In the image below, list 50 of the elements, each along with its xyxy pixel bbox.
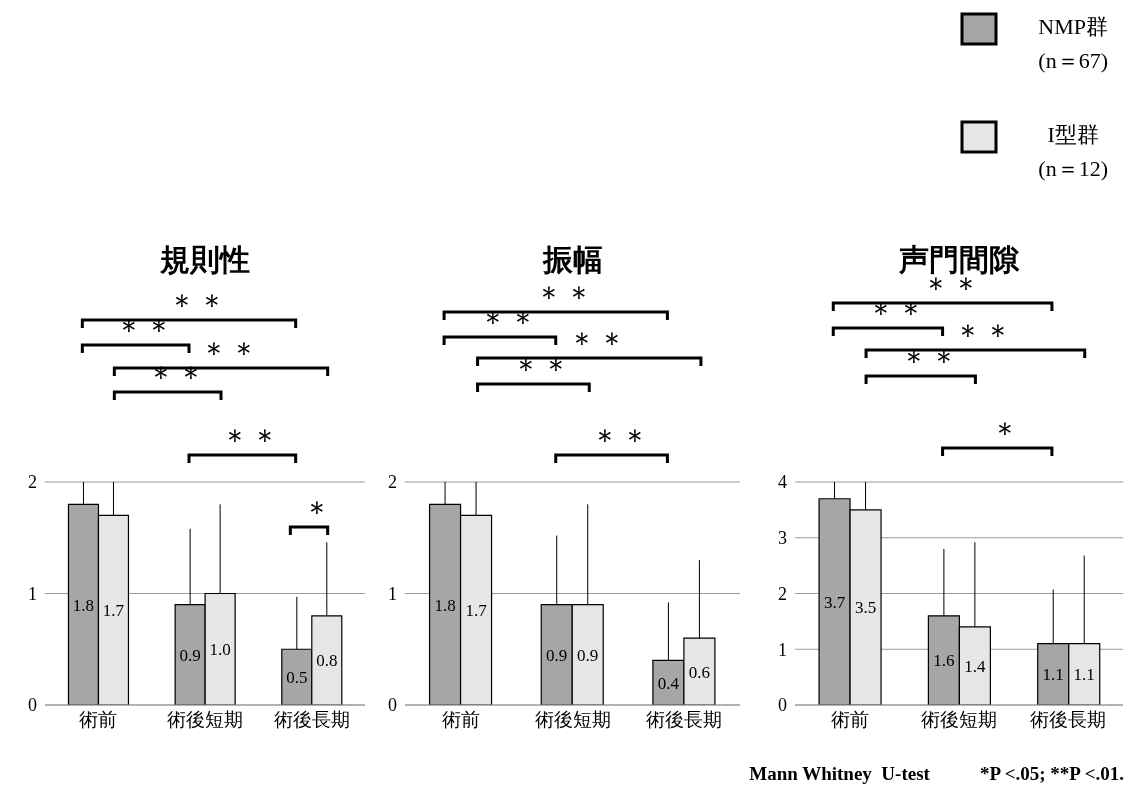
y-tick-label: 2 [28, 472, 37, 493]
x-tick-label: 術後長期 [646, 709, 723, 731]
y-tick-label: 4 [778, 472, 787, 493]
data-label: 1.6 [933, 651, 955, 671]
data-label: 1.0 [209, 640, 231, 660]
data-label: 1.1 [1042, 665, 1064, 685]
data-label: 1.8 [434, 595, 456, 615]
data-label: 3.5 [854, 598, 877, 618]
y-tick-label: 2 [778, 583, 787, 604]
x-tick-label: 術後長期 [273, 709, 350, 731]
text: ＊＊ [199, 336, 259, 369]
x-tick-label: 術前 [79, 709, 118, 731]
text: ＊＊ [589, 423, 650, 456]
data-label: 0.9 [577, 645, 599, 665]
y-tick-label: 3 [778, 528, 787, 549]
data-label: 0.4 [657, 673, 680, 693]
data-label: 1.7 [102, 601, 125, 621]
data-label: 1.1 [1073, 665, 1095, 685]
chart-title: 規則性 [159, 242, 251, 278]
data-label: 1.4 [964, 657, 987, 677]
text: ＊＊ [865, 296, 926, 329]
data-label: 1.8 [72, 595, 95, 615]
y-tick-label: 1 [28, 583, 37, 604]
x-tick-label: 術前 [441, 709, 480, 731]
data-label: 0.9 [546, 645, 568, 665]
x-tick-label: 術後短期 [534, 709, 611, 731]
y-tick-label: 1 [388, 583, 397, 604]
y-tick-label: 1 [778, 639, 787, 660]
chart-title: 振幅 [541, 242, 604, 278]
text: Mann Whitney U-test [749, 763, 930, 785]
text: *P <.05; **P <.01. [979, 763, 1124, 785]
x-tick-label: 術後短期 [167, 709, 243, 731]
x-tick-label: 術後短期 [921, 709, 997, 731]
y-tick-label: 0 [778, 695, 787, 716]
annotation: ＊ [302, 495, 332, 528]
legend-label: NMP群 (n＝67) [1038, 13, 1108, 75]
data-label: 0.8 [316, 651, 338, 671]
x-tick-label: 術前 [830, 709, 869, 731]
data-label: 3.7 [823, 592, 846, 612]
data-label: 0.9 [179, 645, 201, 665]
data-label: 0.5 [286, 668, 308, 688]
text: ＊＊ [220, 423, 281, 456]
data-label: 0.6 [688, 662, 711, 682]
y-tick-label: 0 [28, 695, 37, 716]
y-tick-label: 2 [388, 472, 397, 493]
data-label: 1.7 [465, 601, 488, 621]
x-tick-label: 術後長期 [1030, 709, 1107, 731]
legend-label: I型群 (n＝12) [1038, 121, 1108, 183]
y-tick-label: 0 [388, 695, 397, 716]
text: ＊ [990, 416, 1021, 449]
